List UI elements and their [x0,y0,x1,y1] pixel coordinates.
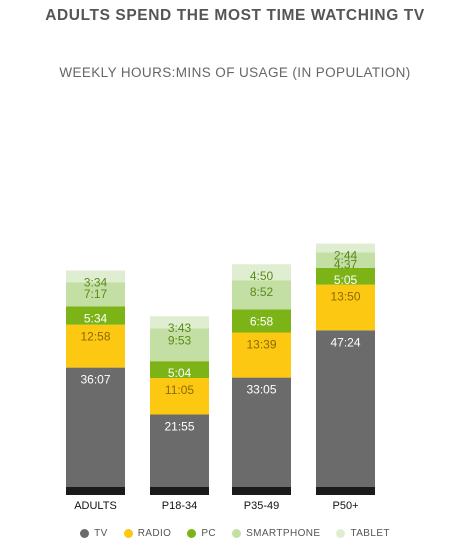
data-label-smartphone: 4:37 [334,258,358,272]
chart-legend: TV RADIO PC SMARTPHONE TABLET [0,528,470,539]
bar-segment-tablet [316,243,375,253]
bar-segment-tablet [150,316,209,329]
data-label-smartphone: 9:53 [168,334,192,348]
data-label-tablet: 3:43 [168,321,192,335]
data-label-radio: 12:58 [80,330,110,344]
bar-segment-smartphone [316,252,375,268]
bar-segment-radio [66,324,125,368]
legend-item-radio: RADIO [123,528,172,539]
bar-segment-tv [232,377,291,487]
legend-swatch-pc [187,529,197,538]
data-label-smartphone: 8:52 [250,285,274,299]
bar-segment-pc [150,361,209,378]
data-label-tv: 21:55 [164,420,194,434]
legend-item-smartphone: SMARTPHONE [232,528,320,539]
bar-segment-pc [232,309,291,333]
legend-label-tv: TV [94,528,108,539]
bar-segment-radio [232,332,291,378]
data-label-tablet: 3:34 [84,276,108,290]
legend-swatch-tablet [336,529,346,538]
bar-segment-tv [66,367,125,487]
bar-baseline [66,487,125,495]
bar-segment-pc [316,267,375,285]
category-label: P35-49 [244,500,279,512]
bar-segment-tv [316,330,375,487]
data-label-tv: 36:07 [80,373,110,387]
legend-swatch-tv [80,529,90,538]
bar-segment-tablet [232,264,291,281]
data-label-tablet: 2:44 [334,249,358,263]
data-label-radio: 13:39 [246,338,276,352]
bar-segment-radio [316,284,375,331]
bar-baseline [150,487,209,495]
data-label-radio: 11:05 [165,383,194,397]
category-label: P50+ [333,500,359,512]
bar-segment-smartphone [150,328,209,362]
bar-segment-tablet [66,270,125,283]
data-label-tablet: 4:50 [250,269,274,283]
legend-label-smartphone: SMARTPHONE [246,528,321,539]
legend-item-tv: TV [80,528,108,539]
bar-baseline [316,487,375,495]
bar-segment-smartphone [232,280,291,310]
category-label: ADULTS [74,500,117,512]
bar-segment-pc [66,306,125,325]
data-label-pc: 5:34 [84,311,108,325]
bar-segment-radio [150,377,209,415]
data-label-pc: 5:05 [334,273,358,287]
bar-segment-tv [150,414,209,487]
chart-subtitle: WEEKLY HOURS:MINS OF USAGE (IN POPULATIO… [59,65,411,80]
legend-swatch-smartphone [232,529,242,538]
data-label-radio: 13:50 [330,290,360,304]
category-label: P18-34 [162,500,197,512]
data-label-pc: 6:58 [250,315,274,329]
legend-label-pc: PC [201,528,217,539]
bar-segment-smartphone [66,282,125,307]
stacked-bar-chart: 36:07 12:58 5:34 7:173:34 ADULTS 21:55 11:05 5:… [66,243,375,512]
legend-label-radio: RADIO [137,528,172,539]
legend-label-tablet: TABLET [350,528,390,539]
legend-item-pc: PC [187,528,216,539]
data-label-tv: 33:05 [246,383,276,397]
legend-swatch-radio [123,529,133,538]
legend-item-tablet: TABLET [336,528,390,539]
chart-title: ADULTS SPEND THE MOST TIME WATCHING TV [45,7,425,24]
data-label-tv: 47:24 [330,335,360,349]
data-label-smartphone: 7:17 [84,287,108,301]
bar-baseline [232,487,291,495]
data-label-pc: 5:04 [168,366,192,380]
